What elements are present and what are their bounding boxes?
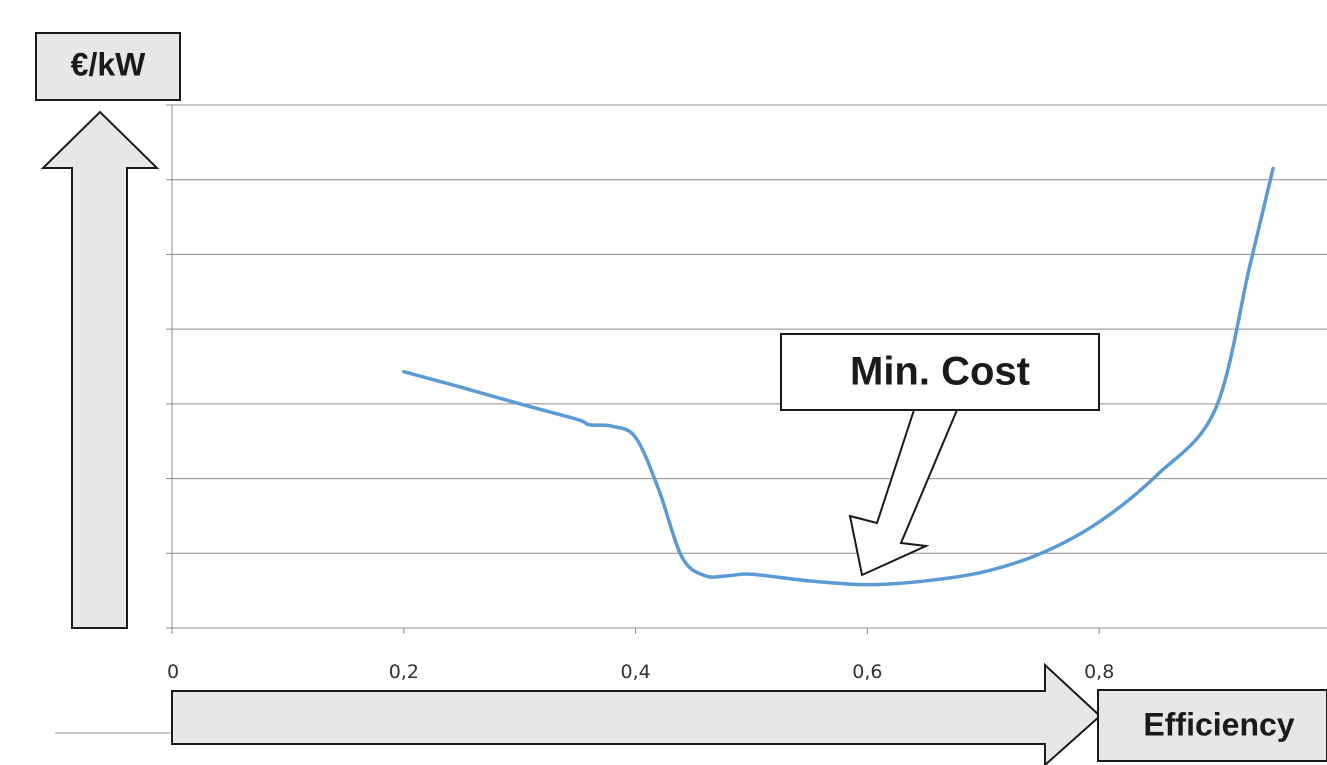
y-axis-label: €/kW bbox=[71, 46, 146, 82]
x-axis-label: Efficiency bbox=[1143, 706, 1294, 742]
x-tick-label: 0,2 bbox=[389, 661, 419, 683]
y-axis-label-box bbox=[35, 32, 181, 101]
cost-curve-line bbox=[402, 166, 1275, 587]
axes bbox=[166, 104, 1327, 634]
min-cost-callout-label: Min. Cost bbox=[850, 350, 1030, 394]
gridlines bbox=[172, 104, 1327, 554]
x-tick-label: 0,8 bbox=[1084, 661, 1114, 683]
y-axis-arrow bbox=[40, 110, 160, 629]
min-cost-arrow bbox=[848, 409, 959, 577]
x-tick-label: 0,6 bbox=[852, 661, 882, 683]
x-tick-label: 0,4 bbox=[620, 661, 650, 683]
x-tick-labels: 0 0,2 0,4 0,6 0,8 1 bbox=[167, 661, 1327, 683]
x-tick-label: 1 bbox=[1325, 661, 1327, 683]
x-axis-arrow bbox=[171, 662, 1102, 765]
x-tick-label: 0 bbox=[167, 661, 179, 683]
series-layer bbox=[402, 166, 1275, 587]
min-cost-callout-box bbox=[780, 333, 1100, 411]
x-axis-label-box bbox=[1097, 689, 1327, 762]
